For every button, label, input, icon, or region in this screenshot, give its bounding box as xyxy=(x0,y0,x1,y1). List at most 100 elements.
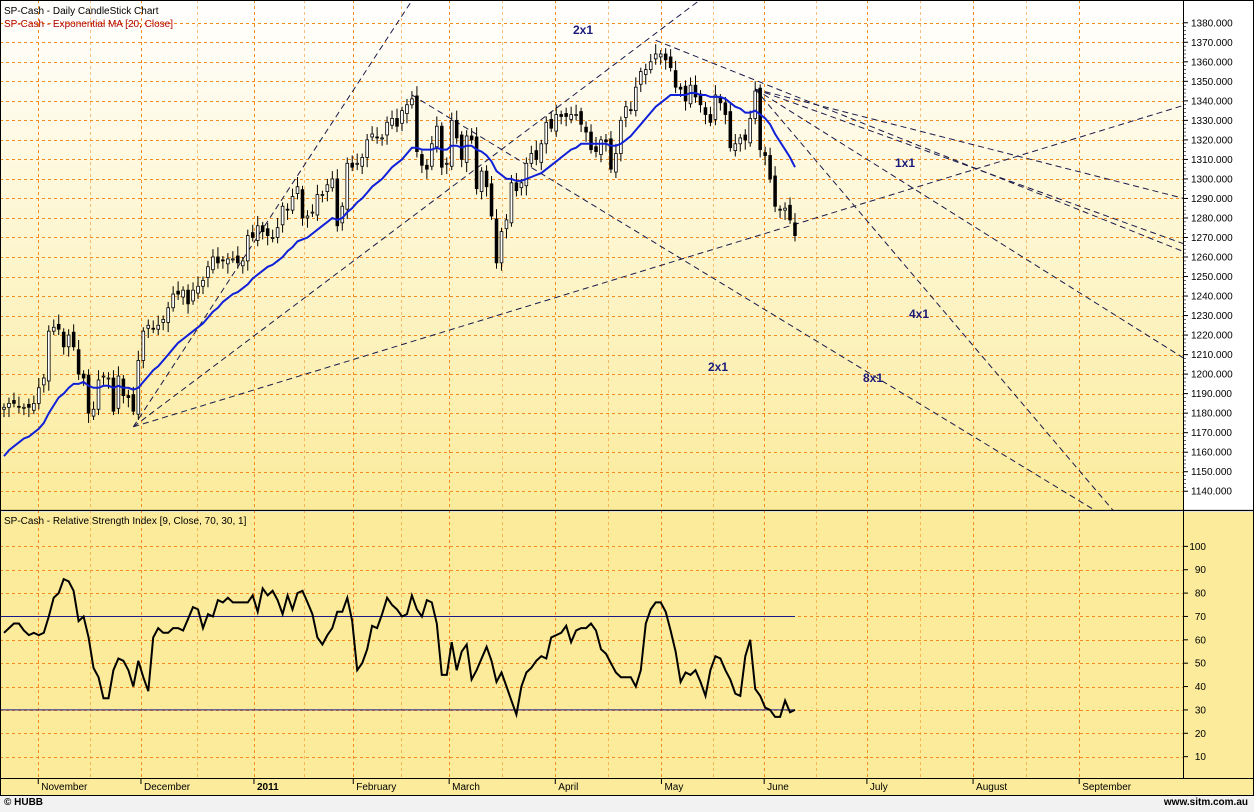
candle-2011-03-08 xyxy=(464,130,469,173)
ema-legend-label: SP-Cash - Exponential MA [20, Close] xyxy=(4,19,173,30)
candle-2010-12-03 xyxy=(146,319,151,339)
price-panel-title: SP-Cash - Daily CandleStick Chart xyxy=(4,6,159,17)
candle-2010-11-16 xyxy=(86,369,91,423)
price-tick-9: 1290.000 xyxy=(1191,194,1233,205)
candle-2011-06-07 xyxy=(778,205,782,218)
footer-website[interactable]: www.sitm.com.au xyxy=(1163,797,1248,808)
fan-label-2x1: 2x1 xyxy=(708,360,728,374)
candle-2011-03-15 xyxy=(489,175,494,220)
candle-2011-05-27 xyxy=(748,110,752,147)
candle-2011-05-25 xyxy=(738,134,743,152)
candle-2011-02-17 xyxy=(405,98,409,124)
candle-2010-10-26 xyxy=(12,392,16,408)
month-label-2: 2011 xyxy=(257,782,279,793)
ema-20-line xyxy=(3,92,796,457)
candle-2011-04-05 xyxy=(564,107,568,127)
candle-2011-06-10 xyxy=(793,213,797,242)
candle-2011-06-01 xyxy=(758,84,762,158)
candle-2011-02-07 xyxy=(365,134,369,168)
candle-2011-03-28 xyxy=(534,140,539,166)
candle-2011-03-02 xyxy=(444,157,449,175)
candle-2011-04-08 xyxy=(579,107,583,133)
time-axis-area xyxy=(0,778,1254,796)
candle-2011-04-18 xyxy=(609,131,613,174)
candle-2011-06-08 xyxy=(783,202,787,220)
price-tick-12: 1260.000 xyxy=(1191,253,1233,264)
price-tick-3: 1350.000 xyxy=(1191,77,1233,88)
price-tick-8: 1300.000 xyxy=(1191,174,1233,185)
rsi-axis-area xyxy=(1183,512,1254,778)
candle-2011-02-18 xyxy=(410,91,414,109)
candle-2011-03-10 xyxy=(474,127,479,195)
rsi-tick-3: 70 xyxy=(1195,612,1207,623)
candle-2011-05-17 xyxy=(708,106,713,127)
candle-2011-05-03 xyxy=(658,50,663,65)
candle-2011-02-14 xyxy=(390,110,394,130)
price-tick-10: 1280.000 xyxy=(1191,213,1233,224)
ema-20 xyxy=(3,92,796,457)
price-tick-2: 1360.000 xyxy=(1191,57,1233,68)
candle-2011-04-12 xyxy=(589,124,593,154)
price-axis-ticks: 1380.000 1370.000 1360.000 1350.000 1340.000… xyxy=(1183,18,1233,498)
candle-2011-02-03 xyxy=(355,153,359,171)
candle-2011-01-27 xyxy=(330,171,335,192)
price-tick-17: 1210.000 xyxy=(1191,350,1233,361)
candle-2011-01-14 xyxy=(290,188,295,215)
candle-2010-11-04 xyxy=(47,325,51,391)
price-tick-14: 1240.000 xyxy=(1191,292,1233,303)
price-plot-area xyxy=(0,0,1183,510)
candle-2011-04-26 xyxy=(634,77,638,117)
candle-2011-01-06 xyxy=(260,221,265,240)
candle-2011-01-18 xyxy=(295,176,300,200)
candle-2011-05-24 xyxy=(733,134,738,157)
candle-2011-04-04 xyxy=(559,110,563,125)
candle-2011-06-02 xyxy=(763,146,767,166)
price-tick-13: 1250.000 xyxy=(1191,272,1233,283)
month-label-0: November xyxy=(41,782,88,793)
price-tick-23: 1150.000 xyxy=(1191,467,1232,478)
price-tick-19: 1190.000 xyxy=(1191,389,1232,400)
candle-2010-11-24 xyxy=(116,366,121,415)
candle-2011-03-30 xyxy=(544,116,549,154)
candle-2010-12-17 xyxy=(196,276,200,299)
candle-2010-10-25 xyxy=(7,397,11,418)
candle-2011-01-05 xyxy=(255,216,260,247)
candle-2011-02-01 xyxy=(345,157,350,219)
rsi-tick-0: 100 xyxy=(1189,542,1206,553)
price-axis-area xyxy=(1183,0,1254,510)
candle-2011-01-21 xyxy=(310,204,315,217)
footer-copyright: © HUBB xyxy=(4,797,44,808)
rsi-plot xyxy=(0,577,796,719)
time-axis-ticks: November December 2011 February March April Ma… xyxy=(37,778,1132,793)
candle-2010-12-27 xyxy=(221,256,225,269)
rsi-plot-area xyxy=(0,512,1183,778)
candle-2011-02-09 xyxy=(375,127,379,144)
candle-2010-10-22 xyxy=(2,403,6,418)
candle-2010-11-12 xyxy=(76,339,81,380)
candle-2010-11-08 xyxy=(56,314,61,336)
candle-2010-12-16 xyxy=(191,282,195,305)
candle-2011-02-22 xyxy=(415,86,419,158)
month-label-3: February xyxy=(356,782,396,793)
candle-2011-04-19 xyxy=(614,143,618,178)
candle-2011-01-07 xyxy=(265,222,270,246)
candle-2010-11-01 xyxy=(32,395,36,415)
month-label-10: September xyxy=(1082,782,1132,793)
candle-2011-01-03 xyxy=(245,229,250,271)
candle-2011-05-16 xyxy=(703,101,708,125)
price-tick-4: 1340.000 xyxy=(1191,96,1233,107)
month-label-1: December xyxy=(144,782,191,793)
fan-jun-8x1 xyxy=(754,88,1114,510)
price-tick-15: 1230.000 xyxy=(1191,311,1233,322)
rsi-tick-2: 80 xyxy=(1195,589,1207,600)
fan-label-8x1: 8x1 xyxy=(863,371,883,385)
candle-2011-03-16 xyxy=(494,209,499,269)
candle-2011-04-20 xyxy=(619,116,623,162)
candle-2011-03-24 xyxy=(524,157,529,196)
price-tick-16: 1220.000 xyxy=(1191,331,1233,342)
candle-2011-04-29 xyxy=(648,53,653,74)
candle-2011-01-13 xyxy=(285,203,290,220)
candle-2011-04-28 xyxy=(643,63,648,85)
candle-2011-03-29 xyxy=(539,139,544,171)
